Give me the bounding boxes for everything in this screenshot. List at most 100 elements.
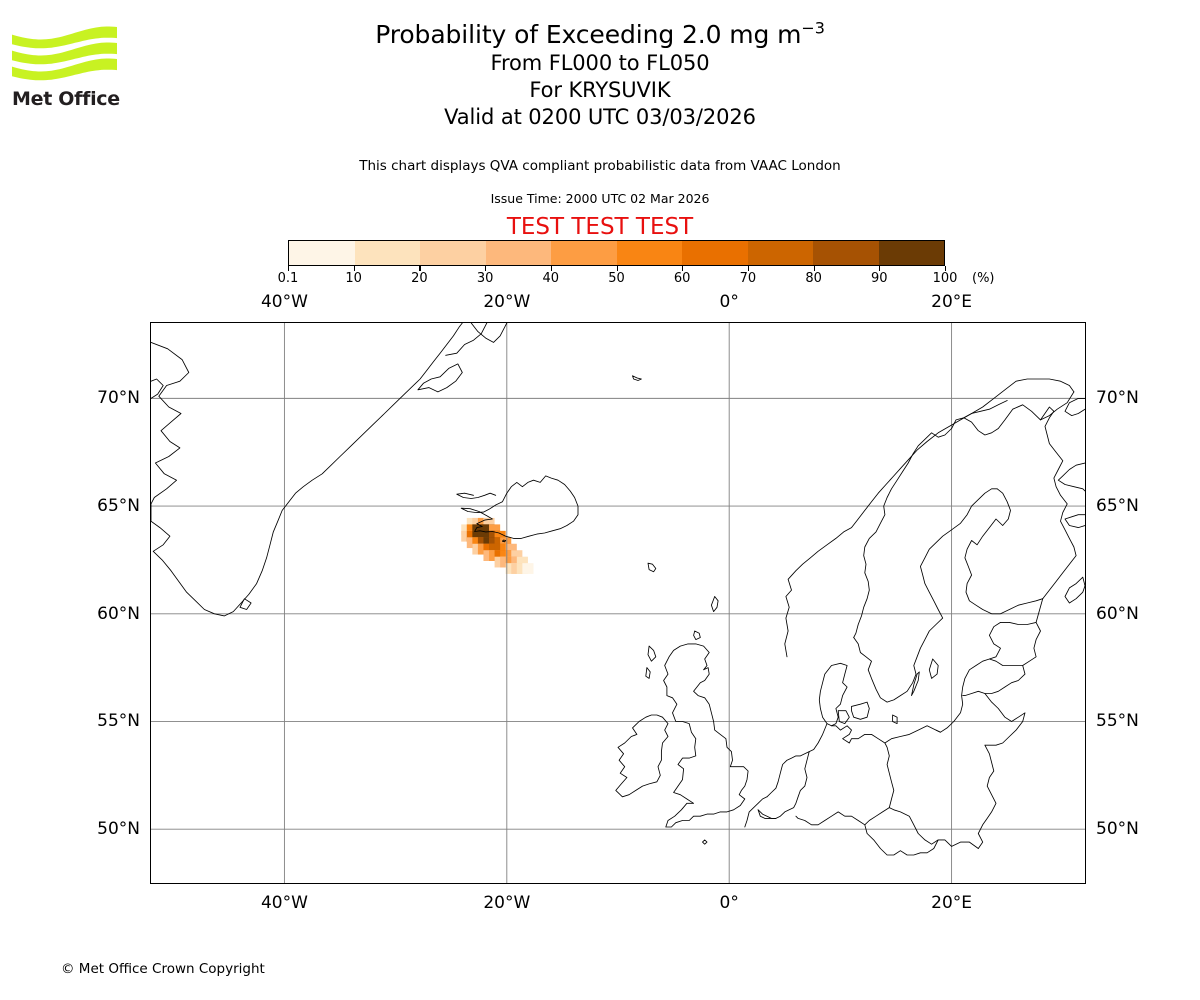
lat-label-right: 60°N bbox=[1096, 603, 1139, 624]
coastline-finland-coast bbox=[964, 488, 1044, 615]
coastline-denmark-jutland bbox=[818, 662, 848, 727]
issue-time: Issue Time: 2000 UTC 02 Mar 2026 bbox=[490, 191, 710, 206]
colorbar-unit-label: (%) bbox=[972, 271, 995, 286]
coastline-germany-poland-border bbox=[884, 742, 895, 809]
colorbar-tick-label: 10 bbox=[345, 271, 362, 286]
qva-note: This chart displays QVA compliant probab… bbox=[359, 158, 841, 174]
coastline-jan-mayen bbox=[632, 375, 642, 381]
lon-label-top: 40°W bbox=[260, 292, 308, 312]
coastline-germany-nl-coast bbox=[766, 723, 828, 798]
coastline-faroe bbox=[647, 562, 657, 573]
colorbar-tickmark bbox=[353, 266, 355, 271]
map-plot-area bbox=[150, 322, 1086, 884]
colorbar-segment-4 bbox=[551, 241, 617, 265]
met-office-wave-icon bbox=[12, 26, 117, 81]
ash-probability-cell bbox=[511, 563, 523, 574]
ash-probability-cell bbox=[505, 543, 517, 555]
coastline-hebrides bbox=[647, 645, 657, 662]
ash-probability-cell bbox=[494, 530, 506, 542]
main-title-exponent: −3 bbox=[801, 18, 825, 38]
title-block: Probability of Exceeding 2.0 mg m−3 From… bbox=[0, 18, 1200, 129]
coastline-belgium-france-coast bbox=[744, 796, 768, 828]
lat-label-left: 65°N bbox=[97, 496, 140, 517]
colorbar-segment-0 bbox=[289, 241, 355, 265]
colorbar-segment-8 bbox=[813, 241, 879, 265]
map-svg bbox=[151, 323, 1085, 883]
colorbar-tick-label: 30 bbox=[476, 271, 494, 286]
lat-label-left: 55°N bbox=[97, 711, 140, 732]
ash-probability-cell bbox=[466, 530, 478, 542]
page-title: Probability of Exceeding 2.0 mg m−3 bbox=[0, 18, 1200, 49]
main-title-text: Probability of Exceeding 2.0 mg m bbox=[375, 20, 802, 49]
coastline-iceland-vestmann bbox=[501, 539, 507, 543]
coastline-greenland-east bbox=[151, 323, 463, 617]
colorbar-tickmark bbox=[288, 266, 290, 271]
coastline-finland-norway-top bbox=[963, 400, 1008, 419]
coastline-channel-islands bbox=[702, 839, 708, 845]
ash-probability-cell bbox=[483, 517, 495, 529]
coastline-oland bbox=[911, 671, 920, 697]
lat-label-left: 60°N bbox=[97, 603, 140, 624]
coastline-germany-baltic bbox=[826, 723, 886, 744]
lon-label-bottom: 40°W bbox=[260, 893, 308, 913]
coastline-sweden-east-coast bbox=[853, 488, 998, 703]
met-office-logo: Met Office bbox=[12, 25, 122, 115]
met-office-logo-text: Met Office bbox=[12, 88, 120, 110]
colorbar-tickmark bbox=[550, 266, 552, 271]
coastline-layer bbox=[151, 323, 1085, 856]
coastline-iceland bbox=[460, 475, 579, 539]
coastline-bornholm bbox=[892, 714, 898, 725]
colorbar-tickmark bbox=[419, 266, 421, 271]
colorbar-segment-9 bbox=[878, 241, 944, 265]
colorbar-tickmark bbox=[813, 266, 815, 271]
colorbar-tickmark bbox=[945, 266, 947, 271]
coastline-kola-white-sea bbox=[1057, 462, 1085, 492]
coastline-denmark-zealand bbox=[851, 701, 870, 720]
ash-probability-cell bbox=[466, 524, 478, 536]
ash-probability-cell bbox=[500, 537, 512, 549]
colorbar-tickmark bbox=[879, 266, 881, 271]
valid-time: Valid at 0200 UTC 03/03/2026 bbox=[444, 105, 756, 129]
coastline-baffin-hint bbox=[151, 378, 164, 399]
ash-probability-cell bbox=[489, 524, 501, 536]
colorbar-tick-label: 60 bbox=[673, 271, 691, 286]
coastline-baltic-south-coast bbox=[884, 725, 941, 744]
coastline-latvia-lithuania-border bbox=[962, 665, 1026, 697]
lat-label-left: 50°N bbox=[97, 819, 140, 840]
coastline-nl-be-de-borders bbox=[757, 751, 810, 819]
lon-label-top: 20°E bbox=[931, 292, 972, 312]
coastline-estonia-border bbox=[988, 621, 1041, 666]
colorbar-tick-label: 0.1 bbox=[277, 271, 299, 286]
lon-label-top: 0° bbox=[719, 292, 739, 312]
colorbar-tick-label: 20 bbox=[411, 271, 428, 286]
copyright-notice: © Met Office Crown Copyright bbox=[61, 961, 265, 977]
coastline-poland-south bbox=[888, 807, 979, 849]
colorbar-tickmark bbox=[616, 266, 618, 271]
volcano-name: For KRYSUVIK bbox=[529, 78, 671, 102]
colorbar-segment-3 bbox=[485, 241, 551, 265]
ash-probability-cell bbox=[511, 556, 523, 568]
colorbar-tickmark bbox=[682, 266, 684, 271]
colorbar-tickmark bbox=[747, 266, 750, 271]
coastline-orkney bbox=[693, 630, 701, 641]
lat-label-right: 65°N bbox=[1096, 496, 1139, 517]
coastline-iceland-nw-peninsula bbox=[456, 492, 497, 499]
lon-label-bottom: 0° bbox=[719, 893, 739, 913]
coastline-hebrides-south bbox=[645, 667, 651, 679]
lon-label-bottom: 20°W bbox=[483, 893, 531, 913]
coastline-norway-sweden-border bbox=[853, 391, 1075, 638]
coastline-ireland bbox=[615, 714, 669, 798]
coastline-lithuania-belarus bbox=[984, 693, 1026, 746]
ash-probability-cell bbox=[489, 537, 501, 549]
coastline-czech-austria bbox=[864, 807, 939, 856]
lon-label-top: 20°W bbox=[483, 292, 531, 312]
coastline-estonia-latvia-coast bbox=[935, 598, 1044, 733]
coastline-greenland-se-tip bbox=[239, 598, 252, 610]
colorbar-tick-label: 80 bbox=[805, 271, 822, 286]
coastline-uk-east-coast bbox=[663, 643, 749, 828]
colorbar-segment-2 bbox=[420, 241, 486, 265]
ash-probability-cell bbox=[489, 543, 501, 555]
coastline-white-sea-2 bbox=[1064, 514, 1085, 529]
colorbar-tick-label: 100 bbox=[932, 271, 958, 286]
ash-probability-layer bbox=[461, 517, 534, 574]
